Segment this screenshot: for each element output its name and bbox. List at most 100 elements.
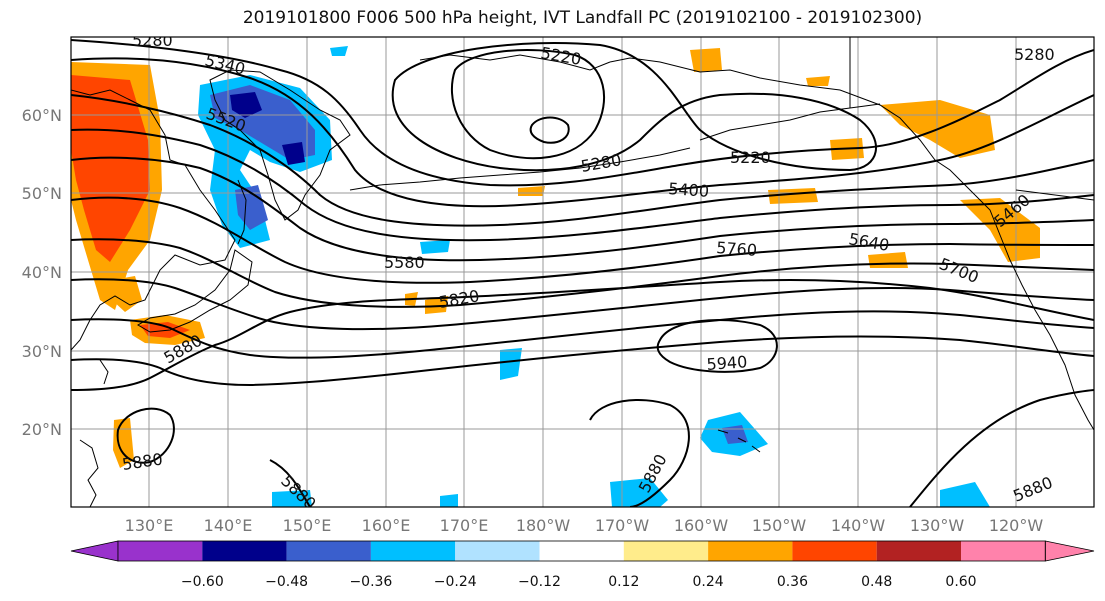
lon-axis: 130°E 140°E 150°E 160°E 170°E 180°W 170°… <box>125 516 1044 535</box>
positive-anomaly-small-d <box>868 252 908 268</box>
contour-5820 <box>71 335 1094 387</box>
lon-label: 160°W <box>674 516 729 535</box>
contour-label: 5820 <box>437 286 480 312</box>
contour-5640 <box>71 238 1094 308</box>
colorbar-swatch <box>370 541 456 561</box>
colorbar-swatch <box>455 541 540 561</box>
contour-5220-low <box>450 49 606 160</box>
contour-label: 5580 <box>384 253 425 272</box>
coast-namerica-interior <box>849 37 1094 201</box>
negative-anomaly-small-2 <box>420 240 450 254</box>
coast-kamchatka <box>209 69 351 221</box>
coast-hawaii <box>717 429 761 453</box>
contour-label: 5280 <box>132 31 173 50</box>
positive-anomaly-small-c <box>518 186 545 196</box>
positive-anomaly-alaska-1 <box>690 48 722 72</box>
lat-label: 30°N <box>22 342 62 361</box>
colorbar-tick-label: −0.36 <box>349 574 392 590</box>
lat-label: 50°N <box>22 184 62 203</box>
contour-5340 <box>71 57 1094 208</box>
positive-anomaly-bc <box>960 198 1040 262</box>
colorbar-tick-label: −0.60 <box>181 574 224 590</box>
coast-japan <box>137 249 253 333</box>
coast-taiwan <box>99 359 109 385</box>
colorbar-swatch <box>876 541 961 561</box>
contour-5880-south <box>269 459 311 507</box>
lon-label: 120°W <box>989 516 1044 535</box>
colorbar-frame <box>117 540 1046 562</box>
coast-alaska <box>609 57 976 196</box>
lat-label: 60°N <box>22 106 62 125</box>
contour-label: 5280 <box>1014 45 1055 64</box>
contour-5280-ring <box>391 42 877 172</box>
lon-label: 170°W <box>595 516 650 535</box>
lon-label: 140°W <box>831 516 886 535</box>
contour-label: 5940 <box>706 352 748 374</box>
colorbar-tick-label: 0.24 <box>693 574 724 590</box>
contour-5580 <box>71 196 1094 284</box>
contour-label: 5760 <box>716 238 758 260</box>
colorbar-ticks: −0.60 −0.48 −0.36 −0.24 −0.12 0.12 0.24 … <box>181 574 977 590</box>
lon-label: 160°E <box>362 516 411 535</box>
colorbar-swatch <box>792 541 877 561</box>
lon-label: 130°W <box>910 516 965 535</box>
negative-anomaly-kamchatka-core-2 <box>282 142 305 165</box>
negative-anomaly-subtrop-3 <box>940 482 990 507</box>
lon-label: 140°E <box>204 516 253 535</box>
colorbar-swatch <box>961 541 1046 561</box>
lat-label: 20°N <box>22 420 62 439</box>
negative-anomaly-subtrop-5 <box>440 494 458 507</box>
contour-5400 <box>71 94 1094 227</box>
coast-alaska-peninsula <box>699 103 881 141</box>
colorbar-swatch <box>708 541 793 561</box>
colorbar-tick-label: −0.12 <box>518 574 561 590</box>
coast-namerica-west <box>974 194 1094 431</box>
lon-label: 150°E <box>283 516 332 535</box>
map-area: 5280 5340 5220 5280 5520 5280 5220 5400 … <box>71 31 1094 507</box>
lat-axis: 60°N 50°N 40°N 30°N 20°N <box>22 106 62 439</box>
lon-label: 130°E <box>125 516 174 535</box>
colorbar-extend-high <box>1044 540 1095 562</box>
contour-label: 5280 <box>579 150 622 176</box>
map-title: 2019101800 F006 500 hPa height, IVT Land… <box>242 8 923 28</box>
colorbar-tick-label: −0.24 <box>434 574 477 590</box>
coast-aleutians <box>349 147 691 191</box>
contour-5880-central <box>589 399 690 507</box>
contour-label: 5880 <box>1010 473 1055 506</box>
contour-5700 <box>71 278 1094 331</box>
colorbar-tick-label: −0.48 <box>265 574 308 590</box>
contour-label: 5340 <box>203 50 247 78</box>
contour-5760 <box>71 310 1094 359</box>
negative-anomaly-subtrop-2 <box>610 478 668 507</box>
positive-anomaly-siberia-core <box>71 75 150 262</box>
negative-anomaly-kuril-mid <box>235 185 268 230</box>
positive-anomaly-small-b <box>425 296 448 314</box>
negative-anomaly-subtrop-1 <box>500 348 522 380</box>
negative-anomaly-small-1 <box>330 46 348 56</box>
positive-anomaly-small-e <box>806 76 830 86</box>
contour-5940 <box>656 319 778 373</box>
contour-5520 <box>71 156 1094 262</box>
contour-5160-low <box>529 116 570 144</box>
lon-label: 150°W <box>752 516 807 535</box>
contour-label: 5220 <box>539 43 582 69</box>
colorbar: −0.60 −0.48 −0.36 −0.24 −0.12 0.12 0.24 … <box>70 540 1095 590</box>
contour-label: 5880 <box>635 451 671 496</box>
contour-5880-main <box>71 279 1094 391</box>
colorbar-swatch <box>286 541 371 561</box>
colorbar-swatch <box>539 541 624 561</box>
colorbar-extend-low <box>70 540 119 562</box>
contour-5880-east <box>909 389 1094 507</box>
lon-label: 170°E <box>440 516 489 535</box>
colorbar-tick-label: 0.12 <box>608 574 639 590</box>
colorbar-tick-label: 0.36 <box>777 574 808 590</box>
coast-bering-asia <box>419 54 611 71</box>
colorbar-swatch <box>118 541 203 561</box>
coast-philippines <box>79 439 99 507</box>
colorbar-tick-label: 0.48 <box>861 574 892 590</box>
contour-label: 5220 <box>730 148 771 167</box>
contour-label: 5640 <box>847 229 890 255</box>
colorbar-swatch <box>623 541 709 561</box>
colorbar-tick-label: 0.60 <box>945 574 976 590</box>
